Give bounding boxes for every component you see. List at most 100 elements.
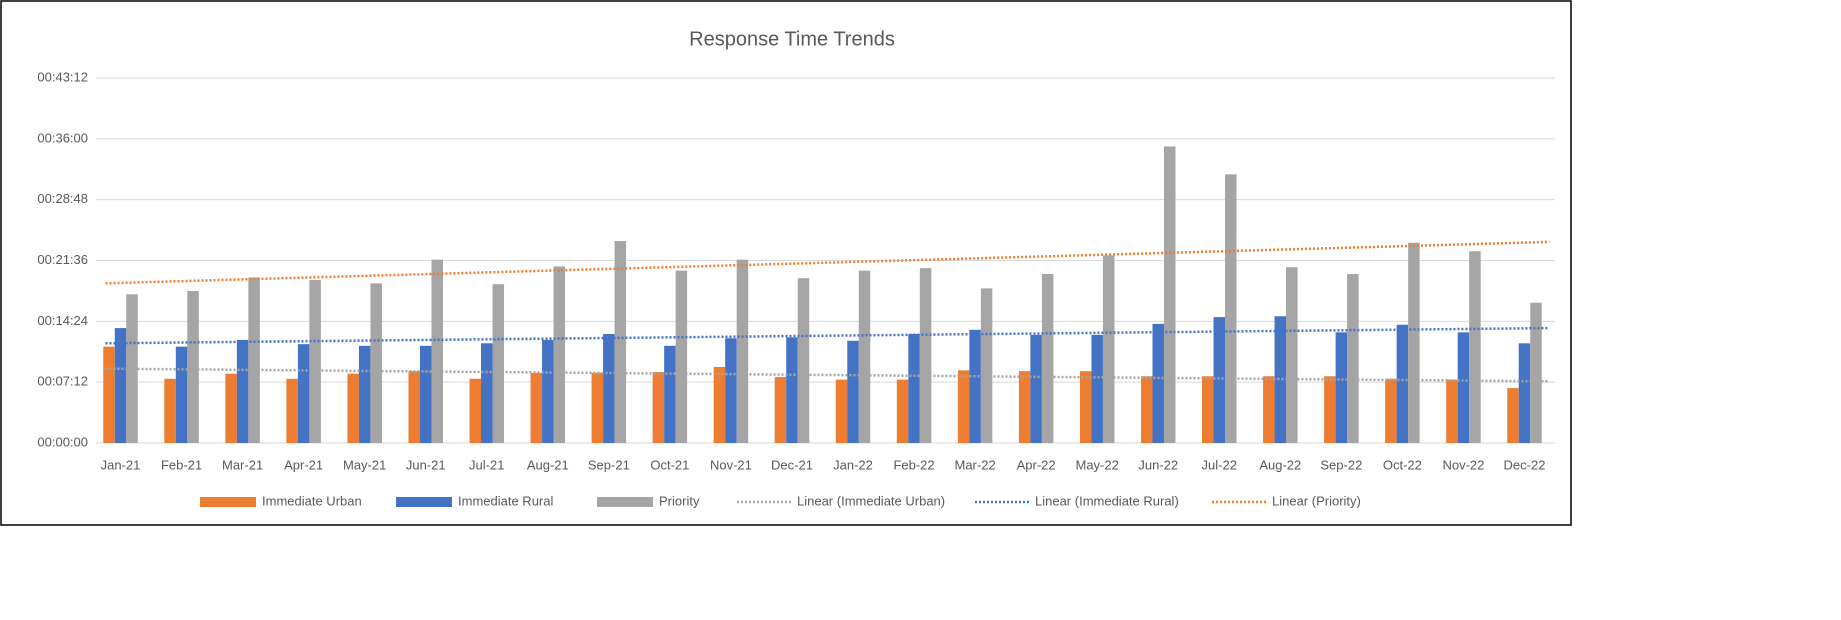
y-tick-label: 00:28:48 (37, 191, 88, 206)
legend-swatch (396, 497, 452, 507)
bar (481, 343, 493, 443)
x-tick-label: May-22 (1076, 457, 1119, 472)
x-tick-label: Feb-22 (893, 457, 934, 472)
bar (1018, 371, 1031, 443)
y-tick-label: 00:14:24 (37, 313, 88, 328)
bar (614, 241, 627, 443)
bar (1518, 343, 1531, 443)
bar (1469, 251, 1481, 443)
bar (786, 337, 798, 443)
x-tick-label: Oct-21 (650, 457, 689, 472)
y-tick-label: 00:43:12 (37, 69, 88, 84)
bar (1347, 274, 1359, 443)
bar (1446, 379, 1458, 443)
x-tick-label: Sep-22 (1320, 457, 1362, 472)
legend-swatch (200, 497, 256, 507)
bar (358, 345, 371, 443)
x-tick-label: Aug-21 (527, 457, 569, 472)
bar (114, 328, 127, 443)
x-tick-label: Sep-21 (588, 457, 630, 472)
x-tick-label: Nov-22 (1442, 457, 1484, 472)
bar (370, 283, 382, 443)
x-tick-label: Jul-22 (1202, 457, 1237, 472)
bar (1102, 255, 1115, 443)
bar (236, 339, 249, 443)
trendline (105, 326, 1550, 345)
bar (1457, 332, 1470, 443)
bar (419, 345, 432, 443)
bar (725, 338, 737, 443)
x-tick-label: Mar-21 (222, 457, 263, 472)
x-tick-label: Jan-22 (833, 457, 873, 472)
x-tick-label: Feb-21 (161, 457, 202, 472)
bar (1396, 324, 1409, 443)
bar (1324, 376, 1336, 443)
x-tick-label: Jun-22 (1138, 457, 1178, 472)
bar (980, 288, 993, 443)
bar (469, 378, 482, 443)
bar (1507, 388, 1519, 443)
bar (553, 266, 566, 443)
bar (286, 378, 298, 443)
bar (774, 377, 787, 443)
bar (858, 270, 871, 443)
bar (126, 294, 138, 443)
bar (591, 372, 604, 443)
x-tick-label: May-21 (343, 457, 386, 472)
bar (1263, 376, 1275, 443)
bar (1163, 146, 1176, 443)
bar (309, 279, 321, 443)
bar (919, 268, 932, 443)
bar (347, 373, 359, 443)
bar (431, 259, 443, 443)
bar (1030, 334, 1042, 443)
bar (736, 259, 749, 443)
bar (652, 372, 665, 443)
x-tick-label: Oct-22 (1383, 457, 1422, 472)
x-tick-label: Jan-21 (101, 457, 141, 472)
y-tick-label: 00:00:00 (37, 434, 88, 449)
bar (675, 270, 688, 443)
bar (542, 339, 554, 443)
bar (187, 290, 199, 443)
bar (1041, 274, 1054, 443)
bar (957, 370, 970, 443)
bar (797, 278, 810, 443)
x-tick-label: Jul-21 (469, 457, 504, 472)
bar (1140, 376, 1153, 443)
bar (175, 346, 188, 443)
bar (103, 346, 115, 443)
y-tick-label: 00:36:00 (37, 130, 88, 145)
bar (1408, 242, 1420, 443)
bar (297, 344, 310, 443)
bar (1385, 378, 1397, 443)
bar (664, 345, 676, 443)
legend-label: Immediate Rural (458, 493, 553, 508)
trendline (105, 367, 1550, 383)
bar (1091, 334, 1103, 443)
x-tick-label: Apr-22 (1017, 457, 1056, 472)
bar (1530, 302, 1542, 443)
trendline (105, 240, 1550, 285)
bar (847, 340, 859, 443)
bar (908, 334, 920, 443)
bar (164, 378, 176, 443)
legend-swatch (597, 497, 653, 507)
x-tick-label: Mar-22 (955, 457, 996, 472)
x-tick-label: Aug-22 (1259, 457, 1301, 472)
x-tick-label: Jun-21 (406, 457, 446, 472)
x-tick-label: Dec-21 (771, 457, 813, 472)
bar (896, 379, 909, 443)
bar (603, 334, 615, 443)
bar (835, 379, 848, 443)
legend-label: Linear (Immediate Rural) (1035, 493, 1179, 508)
bar (1286, 267, 1298, 443)
y-tick-label: 00:21:36 (37, 252, 88, 267)
legend-label: Immediate Urban (262, 493, 362, 508)
bar (248, 277, 260, 443)
bar (1152, 323, 1164, 443)
bar (1213, 317, 1226, 443)
bar (1202, 376, 1214, 443)
bar (1335, 332, 1348, 443)
